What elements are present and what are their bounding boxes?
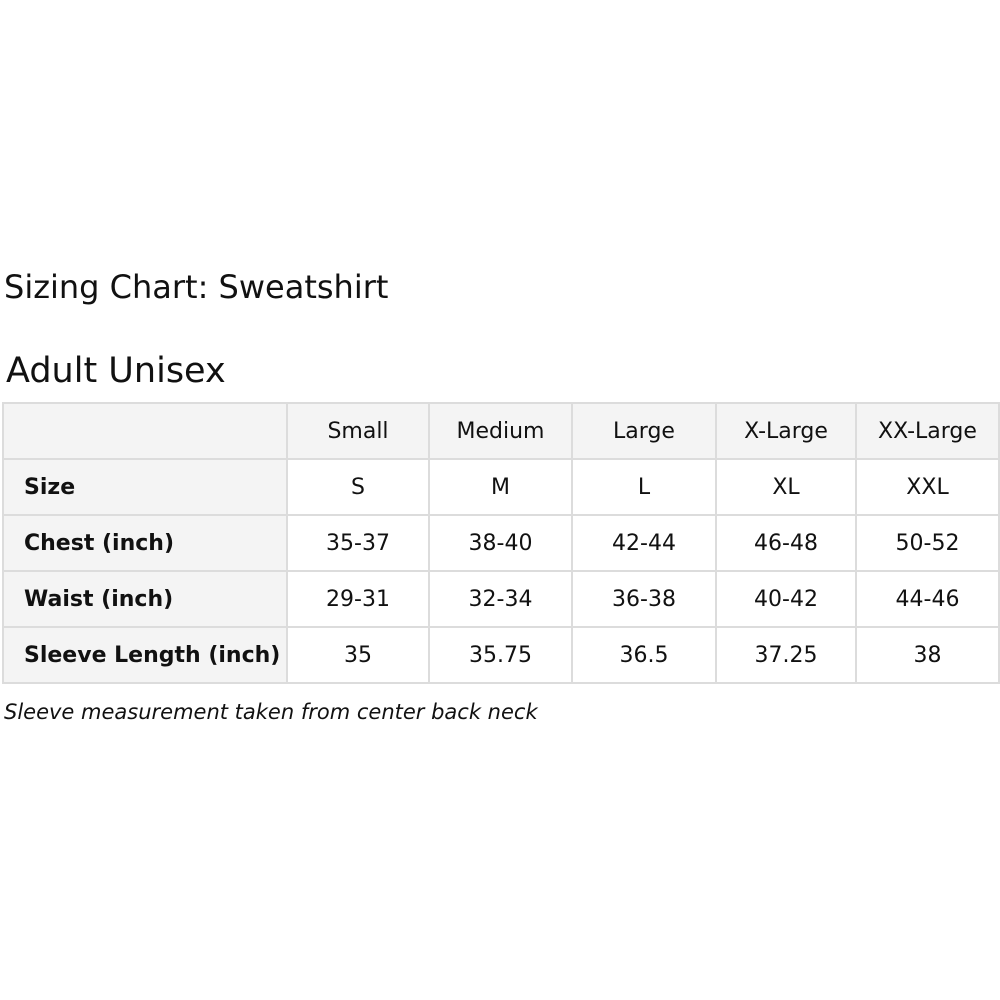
table-row: Waist (inch) 29-31 32-34 36-38 40-42 44-… <box>2 570 1000 628</box>
header-cell: XX-Large <box>855 402 1000 460</box>
table-cell: 38 <box>855 626 1000 684</box>
table-cell: 32-34 <box>428 570 573 628</box>
table-cell: XXL <box>855 458 1000 516</box>
table-cell: 29-31 <box>286 570 430 628</box>
header-cell: X-Large <box>715 402 857 460</box>
footnote: Sleeve measurement taken from center bac… <box>4 700 538 724</box>
table-cell: 38-40 <box>428 514 573 572</box>
table-row: Size S M L XL XXL <box>2 458 1000 516</box>
table-cell: 40-42 <box>715 570 857 628</box>
table-cell: 36-38 <box>571 570 717 628</box>
table-cell: XL <box>715 458 857 516</box>
sizing-table: Small Medium Large X-Large XX-Large Size… <box>2 402 1000 684</box>
table-cell: 44-46 <box>855 570 1000 628</box>
table-cell: 42-44 <box>571 514 717 572</box>
table-cell: 36.5 <box>571 626 717 684</box>
row-label: Chest (inch) <box>2 514 288 572</box>
table-cell: 35.75 <box>428 626 573 684</box>
table-cell: L <box>571 458 717 516</box>
table-cell: M <box>428 458 573 516</box>
table-row: Chest (inch) 35-37 38-40 42-44 46-48 50-… <box>2 514 1000 572</box>
row-label: Waist (inch) <box>2 570 288 628</box>
row-label: Sleeve Length (inch) <box>2 626 288 684</box>
section-subtitle: Adult Unisex <box>6 351 226 391</box>
table-cell: 46-48 <box>715 514 857 572</box>
table-header-row: Small Medium Large X-Large XX-Large <box>2 402 1000 460</box>
table-row: Sleeve Length (inch) 35 35.75 36.5 37.25… <box>2 626 1000 684</box>
row-label: Size <box>2 458 288 516</box>
page-title: Sizing Chart: Sweatshirt <box>4 268 389 306</box>
header-cell: Small <box>286 402 430 460</box>
table-cell: S <box>286 458 430 516</box>
table-cell: 50-52 <box>855 514 1000 572</box>
table-cell: 35-37 <box>286 514 430 572</box>
header-cell-empty <box>2 402 288 460</box>
table-cell: 35 <box>286 626 430 684</box>
header-cell: Large <box>571 402 717 460</box>
header-cell: Medium <box>428 402 573 460</box>
table-cell: 37.25 <box>715 626 857 684</box>
